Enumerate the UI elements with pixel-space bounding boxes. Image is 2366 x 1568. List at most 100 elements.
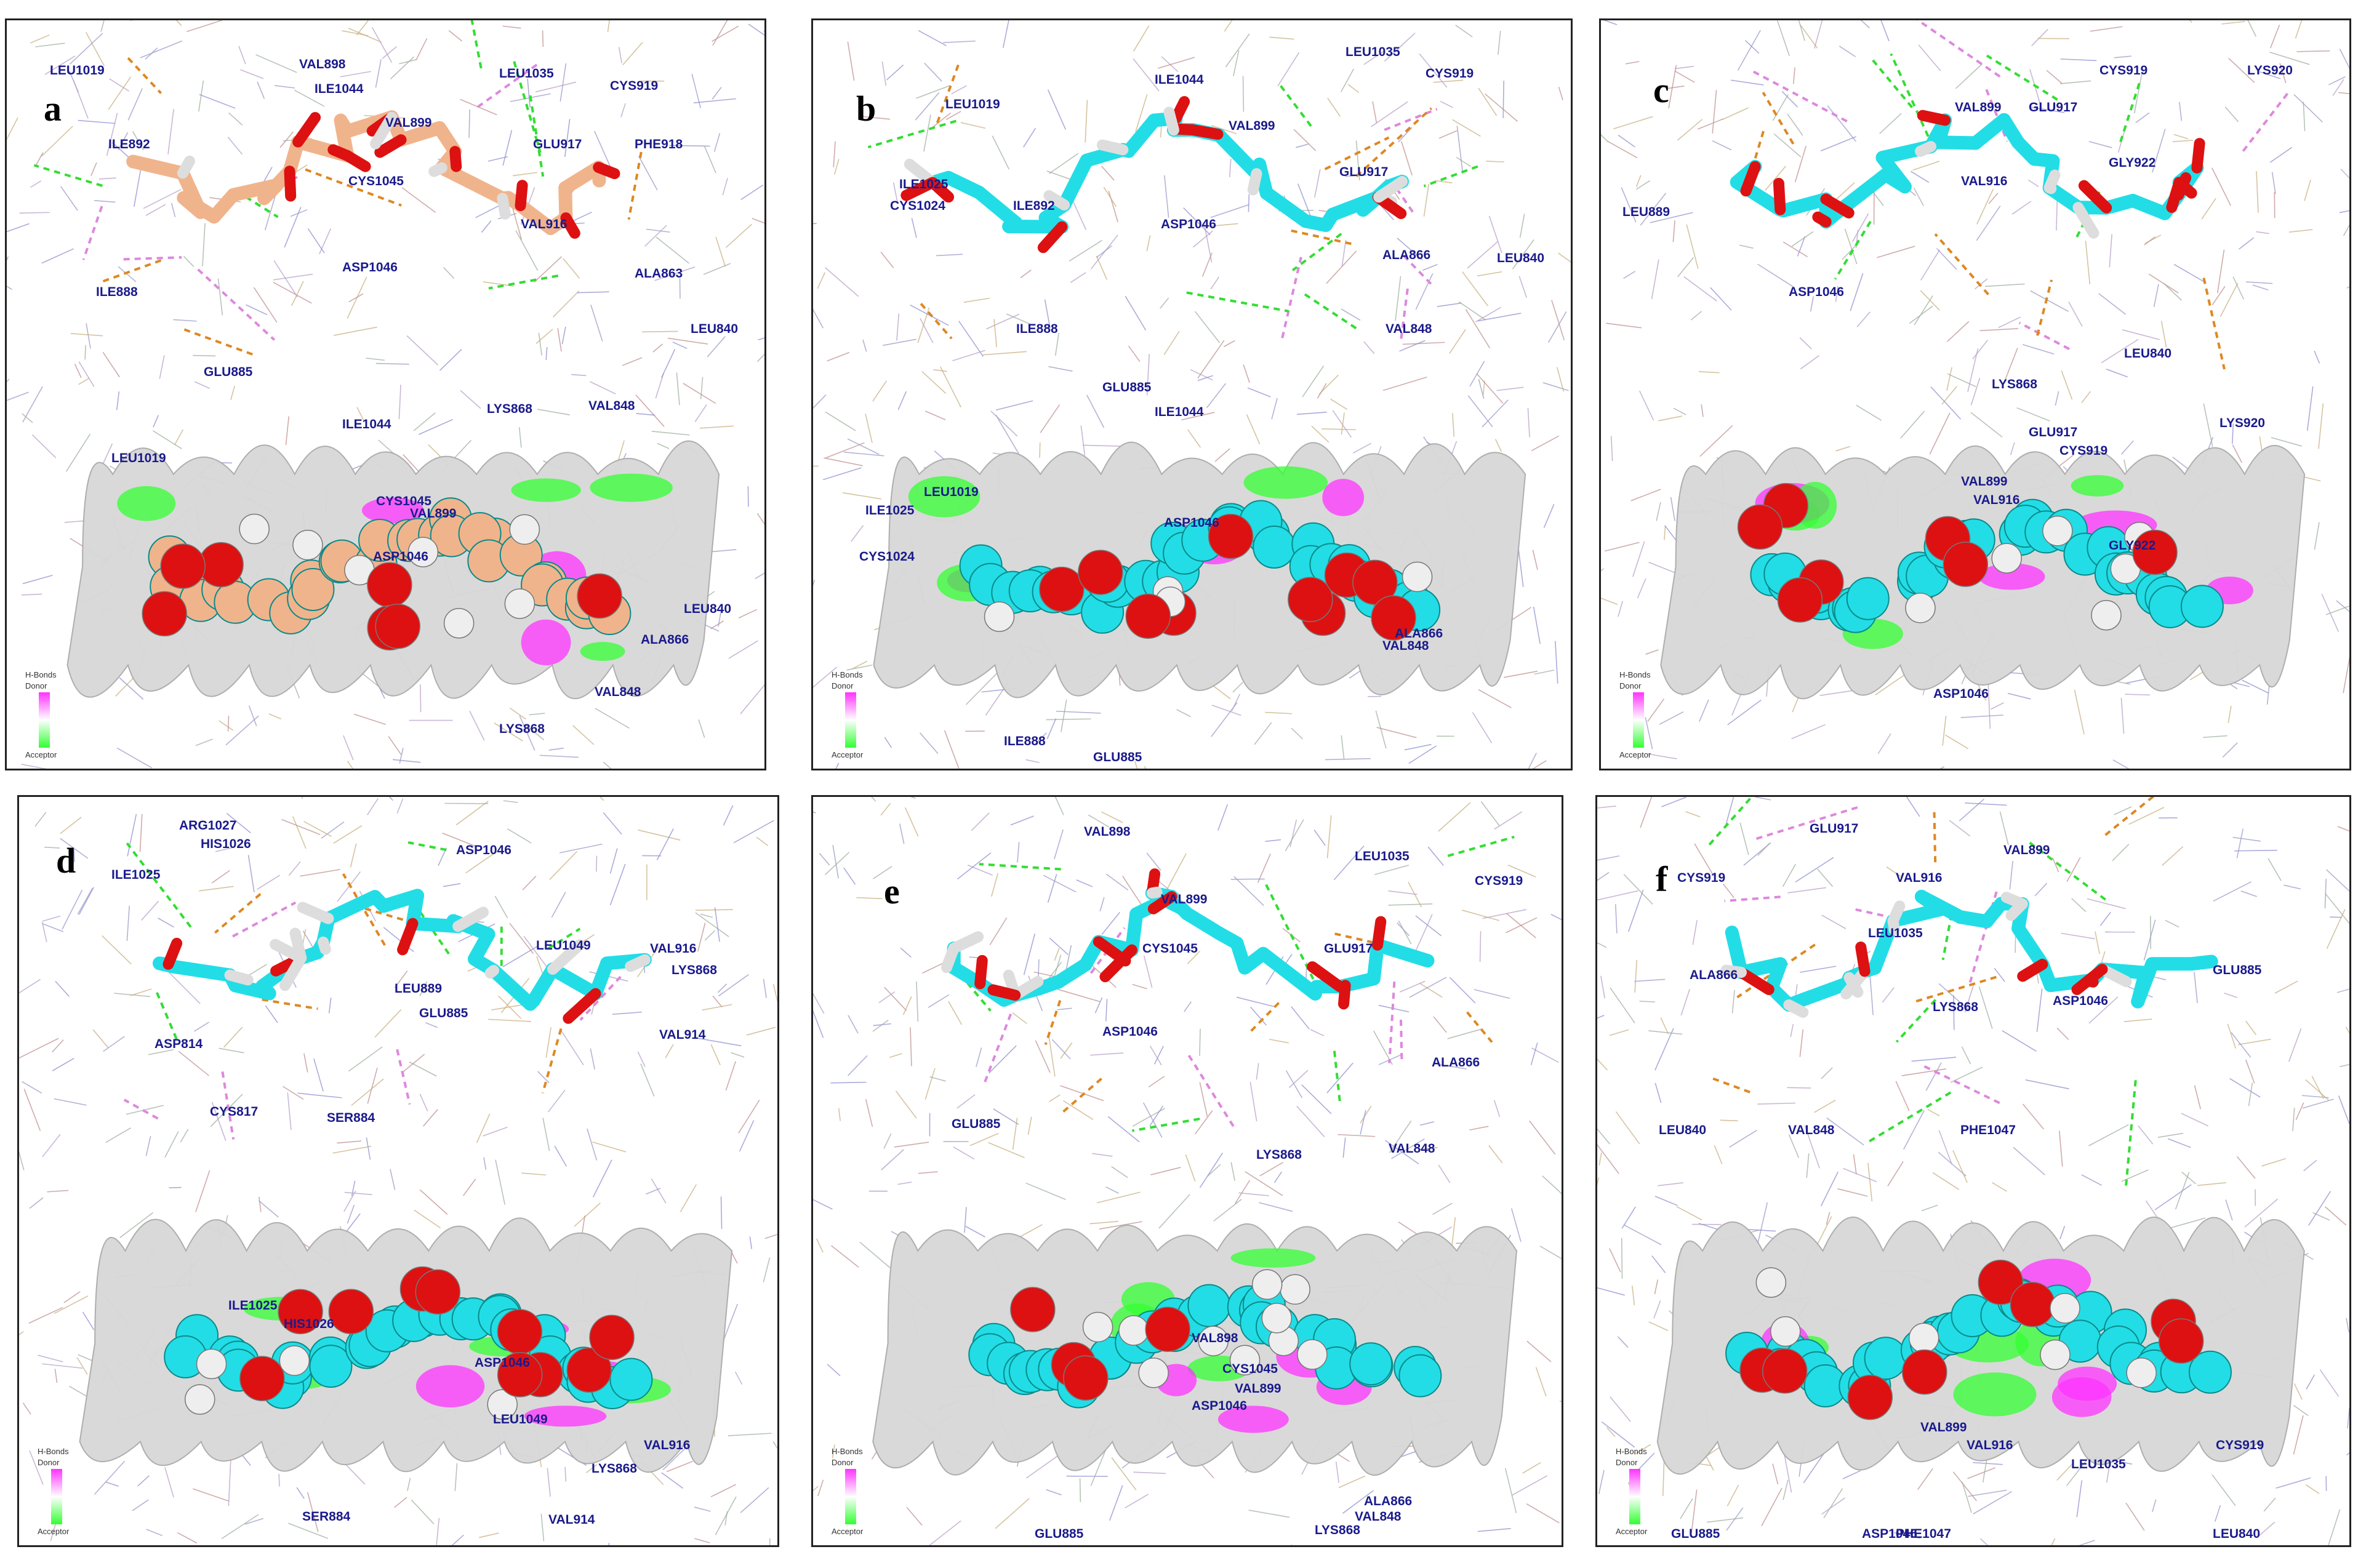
ligand-spacefill-model	[142, 497, 632, 650]
residue-label: ILE1044	[1155, 73, 1204, 87]
residue-label: SER884	[327, 1111, 375, 1125]
residue-label: PHE1047	[1896, 1527, 1951, 1541]
residue-label: LEU1049	[536, 938, 591, 953]
ligand-stick-model	[900, 96, 1410, 254]
residue-label: CYS1045	[376, 494, 431, 508]
panel-c: c CYS919 LYS920 VAL899 GLU917 GLY922 VAL916 LEU…	[1599, 18, 2351, 770]
residue-label: VAL916	[1967, 1438, 2013, 1452]
residue-label: ASP814	[154, 1037, 203, 1051]
residue-label: ILE1025	[899, 177, 948, 191]
residue-label: ASP1046	[373, 550, 428, 564]
legend-donor: Donor	[38, 1458, 60, 1467]
residue-label: ARG1027	[179, 818, 237, 833]
residue-label: LEU1019	[924, 485, 979, 499]
residue-label: LEU1035	[499, 66, 554, 81]
residue-label: CYS1045	[1222, 1362, 1278, 1376]
residue-label: LYS868	[1992, 377, 2037, 391]
residue-label: GLU885	[204, 365, 253, 379]
hbond-legend: H-Bonds Donor Acceptor	[25, 670, 81, 762]
residue-label: CYS1024	[890, 199, 945, 213]
ligand-spacefill-model	[164, 1266, 653, 1420]
protein-wireframe	[813, 20, 1571, 769]
residue-label: ASP1046	[1164, 516, 1219, 530]
residue-label: LEU1035	[2071, 1457, 2126, 1471]
legend-title: H-Bonds	[38, 1447, 69, 1456]
residue-label: VAL848	[1389, 1142, 1435, 1156]
residue-label: ILE888	[1004, 734, 1046, 748]
panel-f: f GLU917 VAL899 CYS919 VAL916 LEU1035 ALA866 GL…	[1595, 795, 2351, 1547]
ligand-stick-model	[1730, 110, 2205, 239]
residue-label: GLU917	[1324, 942, 1373, 956]
legend-acceptor: Acceptor	[1619, 750, 1651, 759]
residue-label: ALA866	[641, 633, 689, 647]
residue-label: LYS868	[499, 722, 545, 736]
molecular-scene	[813, 797, 1562, 1545]
residue-label: VAL898	[299, 57, 346, 71]
ligand-stick-model	[126, 110, 620, 239]
residue-label: PHE918	[635, 137, 683, 151]
residue-label: GLU885	[952, 1117, 1001, 1131]
residue-label: SER884	[302, 1510, 351, 1524]
residue-label: LEU840	[684, 602, 732, 616]
residue-label: ASP1046	[342, 260, 398, 274]
residue-label: VAL899	[1229, 119, 1275, 133]
residue-label: PHE1047	[1960, 1123, 2016, 1137]
residue-label: GLU917	[2029, 425, 2078, 439]
legend-gradient-bar	[845, 1469, 856, 1524]
residue-label: GLU917	[2029, 100, 2078, 114]
residue-label: VAL899	[2003, 843, 2050, 857]
panel-label: f	[1656, 859, 1668, 899]
hbond-legend: H-Bonds Donor Acceptor	[38, 1447, 93, 1539]
residue-label: VAL899	[1920, 1420, 1967, 1434]
legend-donor: Donor	[832, 1458, 854, 1467]
residue-label: VAL848	[1382, 639, 1429, 653]
residue-label: VAL848	[1386, 322, 1432, 336]
residue-label: ASP1046	[1933, 687, 1989, 701]
residue-label: LEU840	[1497, 251, 1545, 265]
residue-label: LYS920	[2220, 416, 2265, 430]
residue-label: LYS868	[1256, 1148, 1302, 1162]
residue-label: VAL899	[1955, 100, 2002, 114]
residue-label: GLU885	[1671, 1527, 1720, 1541]
legend-gradient-bar	[845, 692, 856, 748]
residue-label: LYS868	[1315, 1523, 1360, 1537]
residue-label: VAL914	[659, 1028, 706, 1042]
residue-label: LYS920	[2247, 63, 2293, 78]
residue-label: ILE892	[108, 137, 150, 151]
residue-label: GLU885	[1102, 380, 1152, 394]
ligand-spacefill-model	[1737, 482, 2224, 633]
residue-label: ILE1044	[342, 417, 391, 431]
residue-label: ASP1046	[1789, 285, 1844, 299]
residue-label: VAL899	[410, 506, 457, 521]
residue-label: LYS868	[672, 963, 717, 977]
residue-label: VAL898	[1192, 1331, 1238, 1345]
legend-gradient-bar	[1629, 1469, 1640, 1524]
legend-title: H-Bonds	[832, 1447, 863, 1456]
residue-label: ALA866	[1690, 968, 1738, 982]
residue-label: ILE1025	[111, 868, 161, 882]
panel-b: b LEU1035 CYS919 ILE1044 LEU1019 VAL899 ILE102…	[811, 18, 1573, 770]
legend-donor: Donor	[832, 681, 854, 690]
residue-label: ALA866	[1364, 1494, 1413, 1508]
panel-label: b	[856, 89, 876, 129]
residue-label: ALA866	[1382, 248, 1431, 262]
residue-label: GLY922	[2109, 538, 2156, 553]
residue-label: ASP1046	[2053, 994, 2108, 1008]
residue-label: GLU917	[1810, 822, 1859, 836]
residue-label: ILE888	[96, 285, 138, 299]
panel-e: e VAL898 LEU1035 CYS919 VAL899 CYS1045 GLU917 A…	[811, 795, 1563, 1547]
residue-label: VAL916	[1896, 871, 1943, 885]
panel-a: a LEU1019 VAL898 ILE1044 LEU1035 CYS919 VAL899…	[5, 18, 766, 770]
legend-title: H-Bonds	[25, 670, 57, 679]
residue-label: CYS1045	[348, 174, 404, 188]
residue-label: CYS919	[2099, 63, 2148, 78]
residue-label: LEU1019	[50, 63, 105, 78]
ligand-spacefill-model	[1725, 1260, 2232, 1420]
ligand-stick-model	[1720, 889, 2218, 1018]
residue-label: VAL916	[644, 1438, 691, 1452]
legend-acceptor: Acceptor	[832, 1527, 864, 1536]
legend-acceptor: Acceptor	[1616, 1527, 1648, 1536]
residue-label: VAL848	[588, 399, 635, 413]
residue-label: LEU1035	[1868, 926, 1923, 940]
residue-label: ASP1046	[1862, 1527, 1917, 1541]
